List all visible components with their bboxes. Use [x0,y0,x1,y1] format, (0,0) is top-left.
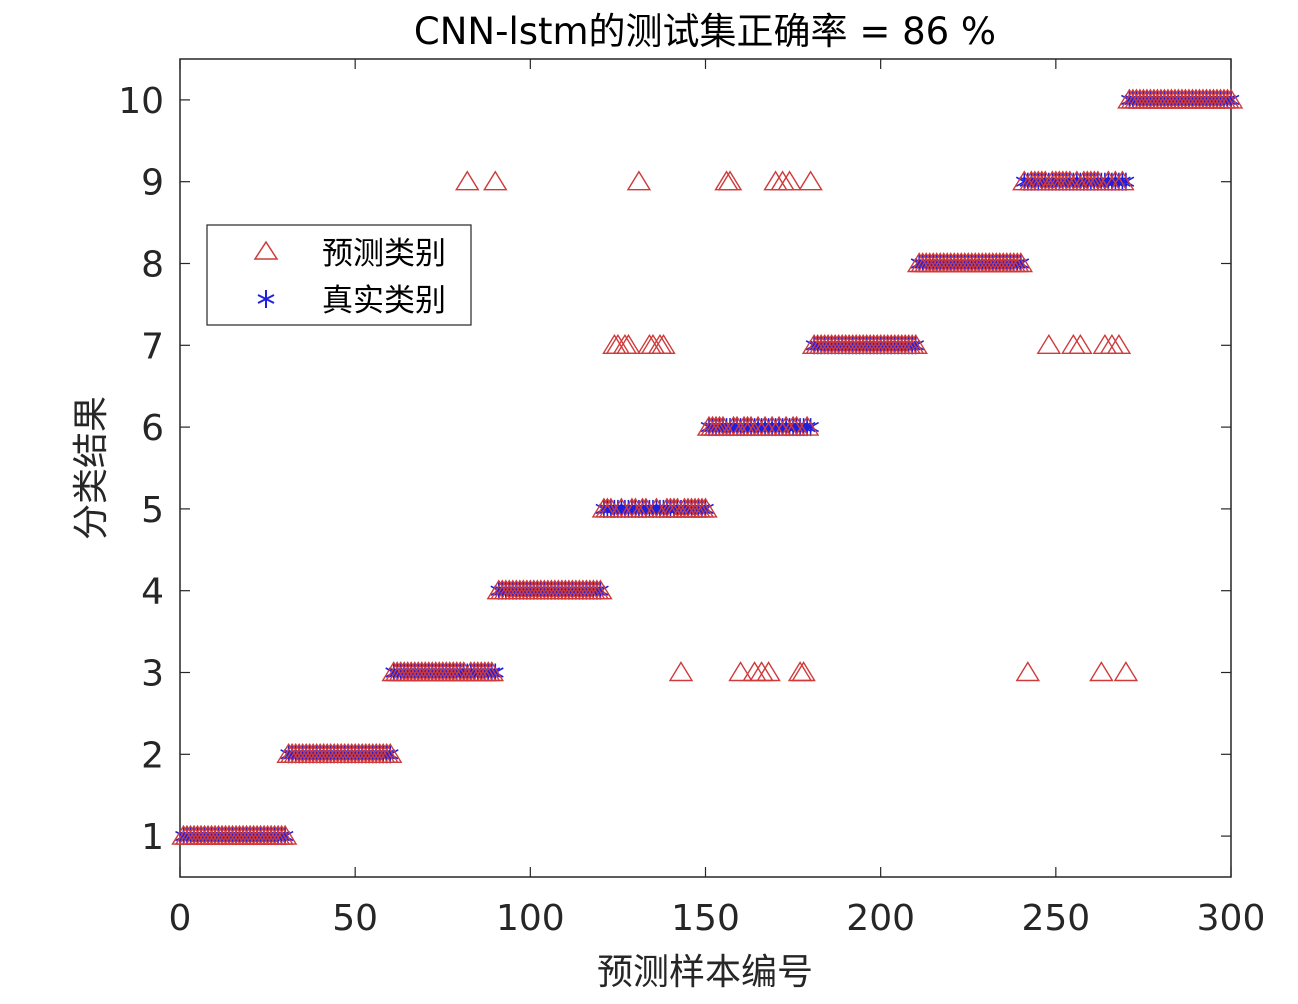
legend-predicted-marker [253,240,279,260]
predicted-class-point [693,497,718,518]
predicted-class-point [483,170,508,191]
predicted-class-point [1008,252,1034,273]
y-tick-label: 8 [141,245,164,286]
predicted-class-point [377,742,403,763]
predicted-class-point [1068,333,1093,354]
predicted-class-point [794,415,820,436]
predicted-class-point [791,661,816,682]
legend-actual-label: 真实类别 [322,283,446,319]
y-tick-label: 7 [141,326,164,367]
x-tick-label: 0 [169,898,192,939]
x-tick-label: 50 [332,898,378,939]
legend: 预测类别 真实类别 [206,224,472,326]
predicted-class-point [1089,661,1114,682]
y-tick-label: 6 [141,408,164,449]
y-tick-label: 5 [141,490,164,531]
legend-actual-marker [257,290,275,308]
predicted-class-point [455,170,480,191]
predicted-class-point [626,170,652,191]
predicted-class-point [798,170,823,191]
predicted-class-point [728,661,753,682]
x-tick-label: 250 [1021,898,1090,939]
y-axis-title: 分类结果 [71,396,112,540]
x-tick-label: 300 [1197,898,1266,939]
chart-title: CNN-lstm的测试集正确率 = 86 % [414,10,996,53]
predicted-class-point [668,661,694,682]
x-tick-label: 150 [671,898,740,939]
predicted-class-point [903,333,928,354]
x-tick-label: 100 [496,898,565,939]
predicted-class-point [616,333,641,354]
x-axis-title: 预测样本编号 [597,952,813,993]
predicted-class-point [1113,661,1139,682]
predicted-class-point [1015,661,1041,682]
predicted-class-point [479,661,505,682]
y-tick-label: 10 [118,81,164,122]
y-tick-label: 4 [141,572,164,613]
plot-area [179,58,1232,878]
predicted-class-point [777,170,802,191]
y-tick-label: 2 [141,735,164,776]
legend-predicted-label: 预测类别 [322,236,446,272]
predicted-class-point [1218,88,1244,109]
predicted-class-point [1110,170,1135,191]
legend-box [206,224,472,326]
predicted-class-point [272,824,298,845]
y-tick-label: 9 [141,163,164,204]
y-tick-label: 1 [141,817,164,858]
predicted-class-point [1106,333,1132,354]
predicted-class-point [1036,333,1062,354]
predicted-class-point [651,333,676,354]
predicted-class-point [756,661,781,682]
predicted-class-point [717,170,743,191]
x-tick-label: 200 [846,898,915,939]
y-tick-label: 3 [141,654,164,695]
predicted-class-point [588,579,613,600]
